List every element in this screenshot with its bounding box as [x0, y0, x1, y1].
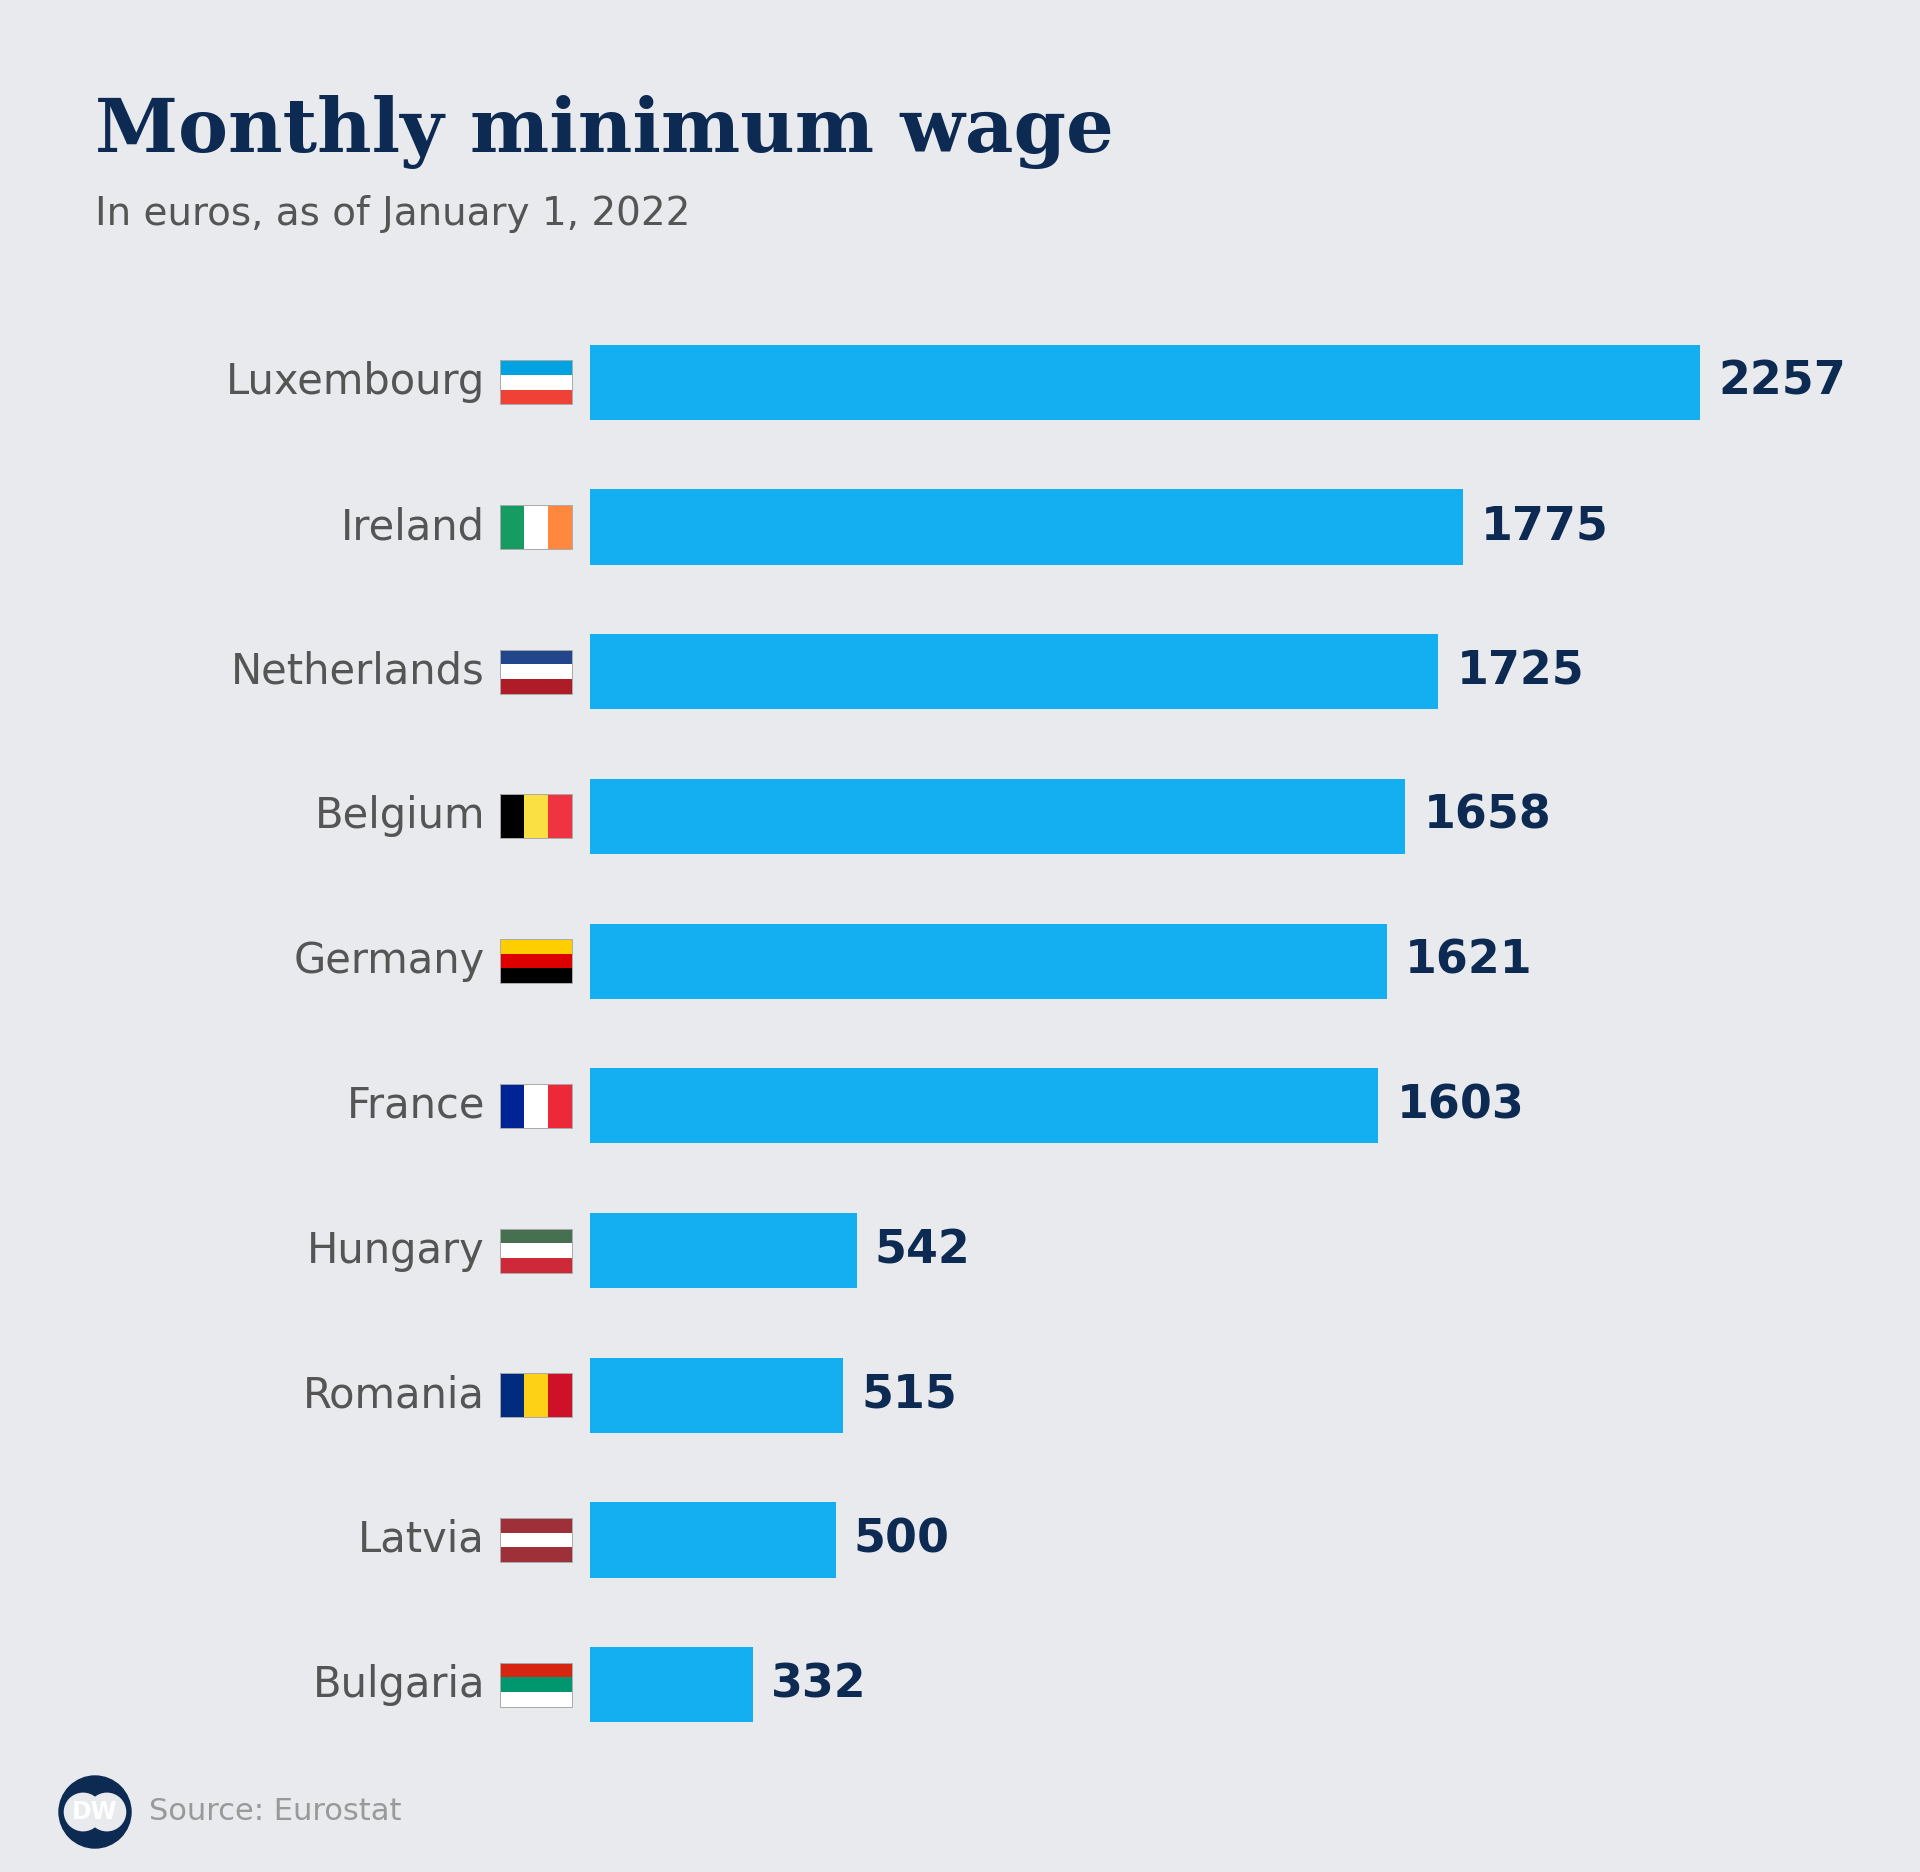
- Text: 332: 332: [772, 1662, 868, 1707]
- Bar: [499, 940, 572, 983]
- Text: Latvia: Latvia: [359, 1518, 486, 1561]
- Bar: [499, 665, 572, 680]
- Bar: [499, 1662, 572, 1707]
- Bar: [499, 1518, 572, 1561]
- Bar: [589, 1357, 843, 1432]
- Bar: [499, 1084, 524, 1127]
- Bar: [499, 374, 572, 389]
- Bar: [499, 1243, 572, 1258]
- Bar: [524, 1084, 547, 1127]
- Bar: [499, 505, 524, 548]
- Bar: [589, 1647, 753, 1722]
- Bar: [589, 344, 1699, 419]
- Bar: [499, 1084, 572, 1127]
- Bar: [499, 955, 572, 968]
- Bar: [589, 1069, 1379, 1144]
- Bar: [499, 359, 572, 374]
- Text: Netherlands: Netherlands: [230, 651, 486, 693]
- Bar: [524, 505, 547, 548]
- Bar: [589, 489, 1463, 565]
- Text: Romania: Romania: [303, 1374, 486, 1417]
- Text: 500: 500: [854, 1518, 950, 1563]
- Bar: [524, 794, 547, 839]
- Bar: [547, 794, 572, 839]
- Circle shape: [65, 1793, 102, 1831]
- Circle shape: [60, 1777, 131, 1848]
- Text: In euros, as of January 1, 2022: In euros, as of January 1, 2022: [94, 195, 691, 232]
- Text: DW: DW: [73, 1801, 117, 1823]
- Text: 542: 542: [874, 1228, 970, 1273]
- Text: 2257: 2257: [1718, 359, 1845, 404]
- Bar: [547, 1374, 572, 1417]
- Bar: [589, 923, 1388, 1000]
- Text: 1621: 1621: [1405, 938, 1532, 983]
- Bar: [499, 389, 572, 404]
- Text: 1775: 1775: [1480, 505, 1609, 550]
- Text: Belgium: Belgium: [315, 796, 486, 837]
- Bar: [499, 650, 572, 695]
- Text: Germany: Germany: [294, 940, 486, 983]
- Text: 515: 515: [862, 1372, 958, 1417]
- Bar: [499, 1518, 572, 1533]
- Bar: [499, 1374, 524, 1417]
- Text: Bulgaria: Bulgaria: [313, 1664, 486, 1705]
- Bar: [547, 505, 572, 548]
- Bar: [589, 635, 1438, 709]
- Text: Monthly minimum wage: Monthly minimum wage: [94, 95, 1114, 168]
- Text: Luxembourg: Luxembourg: [227, 361, 486, 402]
- Bar: [499, 1228, 572, 1273]
- Bar: [499, 968, 572, 983]
- Text: France: France: [346, 1086, 486, 1127]
- Bar: [589, 1503, 835, 1578]
- Bar: [499, 794, 524, 839]
- Bar: [499, 1692, 572, 1707]
- Bar: [499, 505, 572, 548]
- Circle shape: [88, 1793, 125, 1831]
- Bar: [524, 1374, 547, 1417]
- Bar: [589, 779, 1405, 854]
- Bar: [499, 680, 572, 695]
- Bar: [499, 1374, 572, 1417]
- Bar: [547, 1084, 572, 1127]
- Bar: [499, 940, 572, 955]
- Text: Hungary: Hungary: [307, 1230, 486, 1271]
- Text: 1603: 1603: [1396, 1084, 1524, 1129]
- Text: Source: Eurostat: Source: Eurostat: [150, 1797, 401, 1827]
- Bar: [499, 1548, 572, 1561]
- Bar: [589, 1213, 856, 1288]
- Bar: [499, 794, 572, 839]
- Text: 1725: 1725: [1457, 650, 1584, 695]
- Bar: [499, 1258, 572, 1273]
- Bar: [499, 1228, 572, 1243]
- Bar: [499, 359, 572, 404]
- Bar: [499, 1662, 572, 1677]
- Bar: [499, 1677, 572, 1692]
- Bar: [499, 1533, 572, 1548]
- Text: Ireland: Ireland: [342, 505, 486, 548]
- Text: 1658: 1658: [1423, 794, 1551, 839]
- Bar: [499, 650, 572, 665]
